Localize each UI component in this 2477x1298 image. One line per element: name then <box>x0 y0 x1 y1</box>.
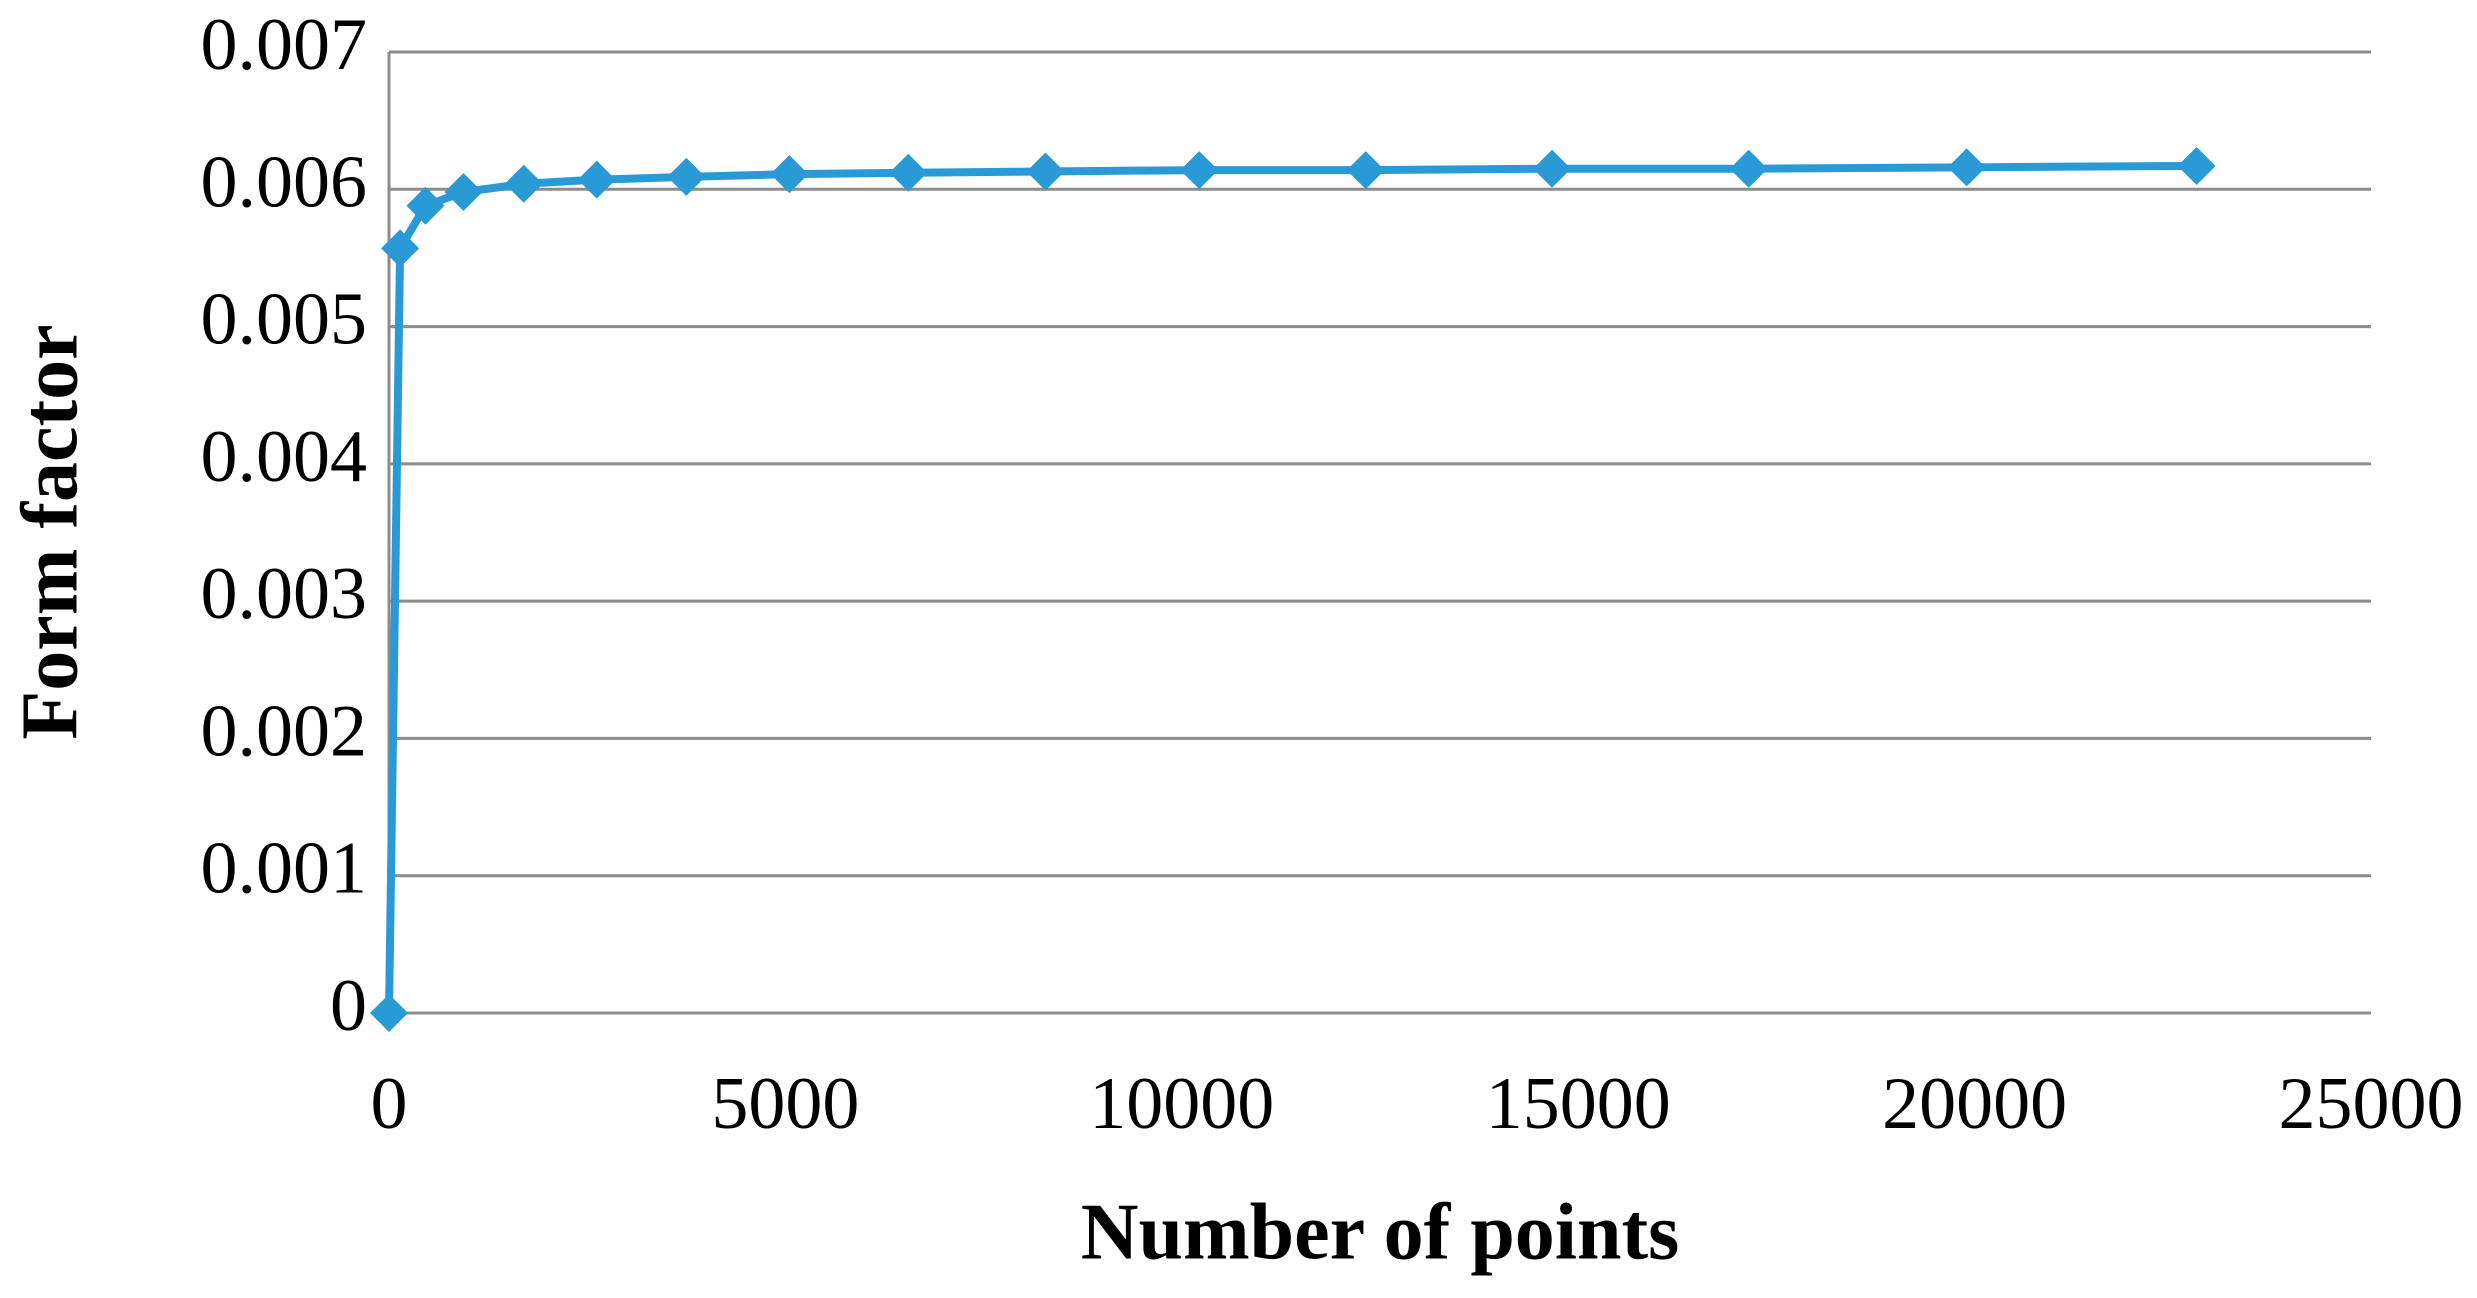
marker <box>1180 151 1219 190</box>
y-tick-label: 0.003 <box>201 553 368 635</box>
marker <box>381 229 420 268</box>
series-line <box>385 161 2197 1014</box>
marker <box>577 160 616 199</box>
marker <box>370 994 408 1032</box>
y-tick-label: 0.005 <box>201 279 368 361</box>
marker <box>1947 148 1986 187</box>
y-tick-label: 0 <box>330 965 367 1047</box>
x-tick-label: 25000 <box>2279 1063 2464 1145</box>
x-tick-label: 20000 <box>1882 1063 2067 1145</box>
x-tick-label: 15000 <box>1486 1063 1671 1145</box>
y-tick-label: 0.001 <box>201 828 368 910</box>
y-tick-label: 0.002 <box>201 690 368 772</box>
marker <box>770 155 809 194</box>
marker <box>1346 151 1385 190</box>
marker <box>406 186 445 225</box>
y-tick-label: 0.006 <box>201 141 368 223</box>
x-tick-label: 0 <box>371 1063 408 1145</box>
marker <box>2177 146 2216 185</box>
marker <box>444 173 483 212</box>
marker <box>889 153 928 192</box>
x-tick-label: 5000 <box>711 1063 859 1145</box>
marker <box>1729 149 1768 188</box>
marker <box>667 157 706 196</box>
x-axis-title: Number of points <box>1081 1188 1680 1276</box>
y-tick-label: 0.004 <box>201 416 368 498</box>
y-axis-title: Form factor <box>6 324 94 739</box>
marker <box>504 164 543 203</box>
marker <box>1026 152 1065 191</box>
marker <box>1533 149 1572 188</box>
y-tick-label: 0.007 <box>201 4 368 86</box>
x-tick-label: 10000 <box>1089 1063 1274 1145</box>
